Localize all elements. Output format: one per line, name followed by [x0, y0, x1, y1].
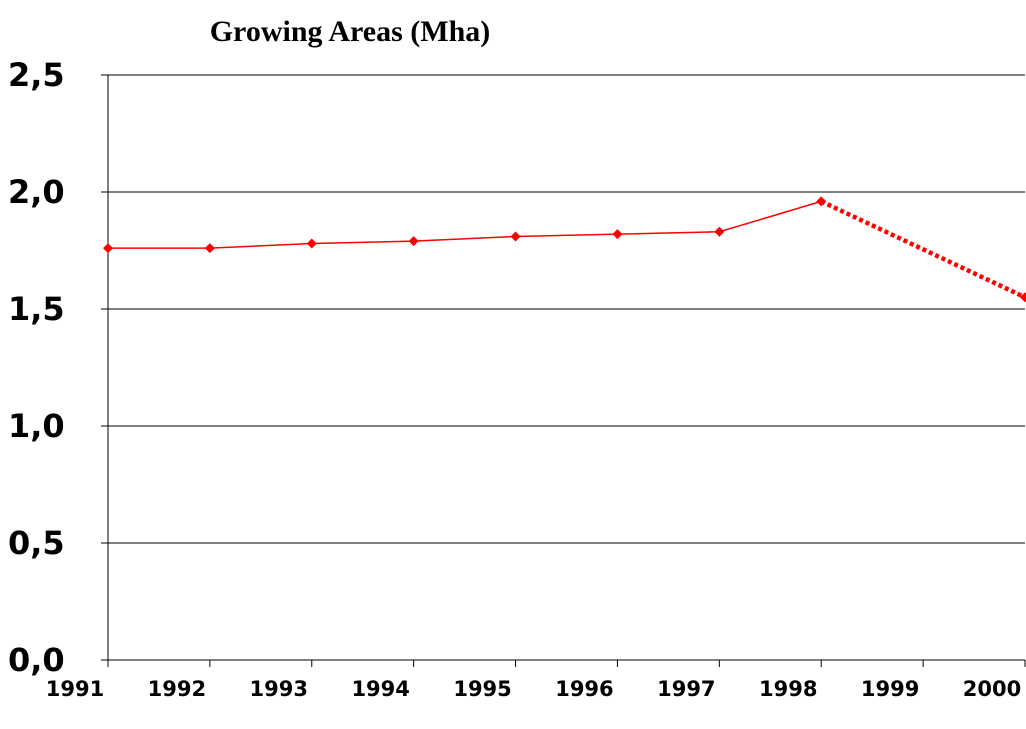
- y-tick-label: 0,5: [8, 524, 65, 562]
- chart-title: Growing Areas (Mha): [210, 15, 491, 48]
- x-tick-label: 1996: [555, 677, 613, 701]
- line: [108, 200, 822, 249]
- x-tick-label: 2000: [963, 677, 1021, 701]
- line: [820, 199, 1026, 300]
- x-tick-label: 1999: [861, 677, 919, 701]
- x-tick-label: 1997: [657, 677, 715, 701]
- x-tick-label: 1992: [148, 677, 206, 701]
- y-tick-label: 0,0: [8, 641, 65, 679]
- x-tick-label: 1995: [453, 677, 511, 701]
- y-tick-label: 1,5: [8, 290, 65, 328]
- y-tick-label: 1,0: [8, 407, 65, 445]
- marker: [408, 236, 419, 247]
- marker: [714, 226, 725, 237]
- marker: [1020, 292, 1026, 303]
- y-tick-label: 2,0: [8, 173, 65, 211]
- marker: [510, 231, 521, 242]
- marker: [306, 238, 317, 249]
- marker: [204, 243, 215, 254]
- x-tick-label: 1994: [351, 677, 409, 701]
- x-tick-label: 1993: [250, 677, 308, 701]
- x-tick-label: 1998: [759, 677, 817, 701]
- marker: [612, 229, 623, 240]
- marker: [103, 243, 113, 254]
- y-tick-label: 2,5: [8, 56, 65, 94]
- x-tick-label: 1991: [46, 677, 104, 701]
